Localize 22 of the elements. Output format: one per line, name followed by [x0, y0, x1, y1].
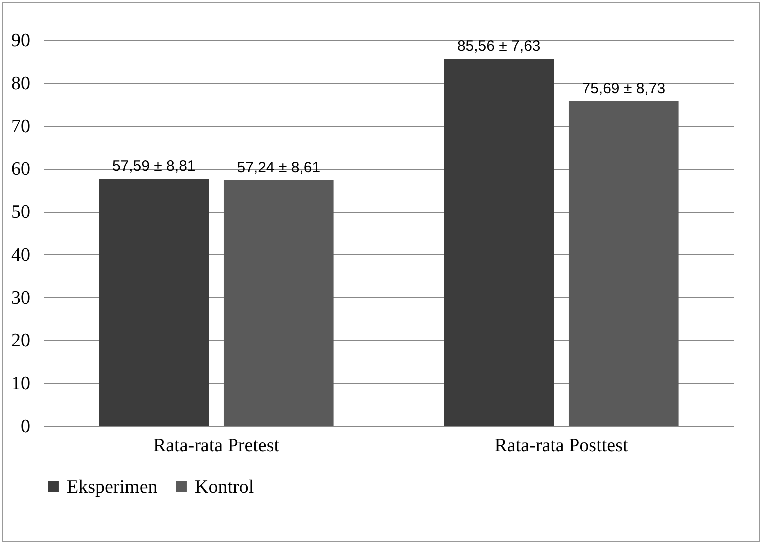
bar	[568, 101, 679, 426]
x-tick-label: Rata-rata Posttest	[494, 436, 629, 456]
y-tick-label: 60	[12, 159, 30, 180]
data-label: 85,56 ± 7,63	[457, 38, 541, 56]
y-tick-label: 90	[12, 30, 30, 52]
bar	[444, 59, 554, 426]
data-label: 57,24 ± 8,61	[237, 160, 321, 177]
legend-label: Eksperimen	[67, 476, 158, 498]
bar	[99, 179, 210, 426]
y-tick-label: 20	[12, 330, 30, 352]
y-tick-label: 50	[12, 202, 30, 224]
bar	[224, 180, 334, 426]
y-tick-label: 70	[12, 116, 30, 138]
y-tick-label: 40	[12, 244, 30, 266]
x-tick-label: Rata-rata Pretest	[153, 436, 280, 456]
y-tick-label: 80	[12, 73, 30, 94]
data-label: 75,69 ± 8,73	[582, 80, 666, 98]
y-tick-label: 0	[21, 416, 30, 438]
y-tick-label: 10	[12, 374, 30, 395]
data-label: 57,59 ± 8,81	[112, 158, 196, 176]
y-tick-label: 30	[12, 288, 30, 309]
legend-label: Kontrol	[195, 476, 254, 498]
